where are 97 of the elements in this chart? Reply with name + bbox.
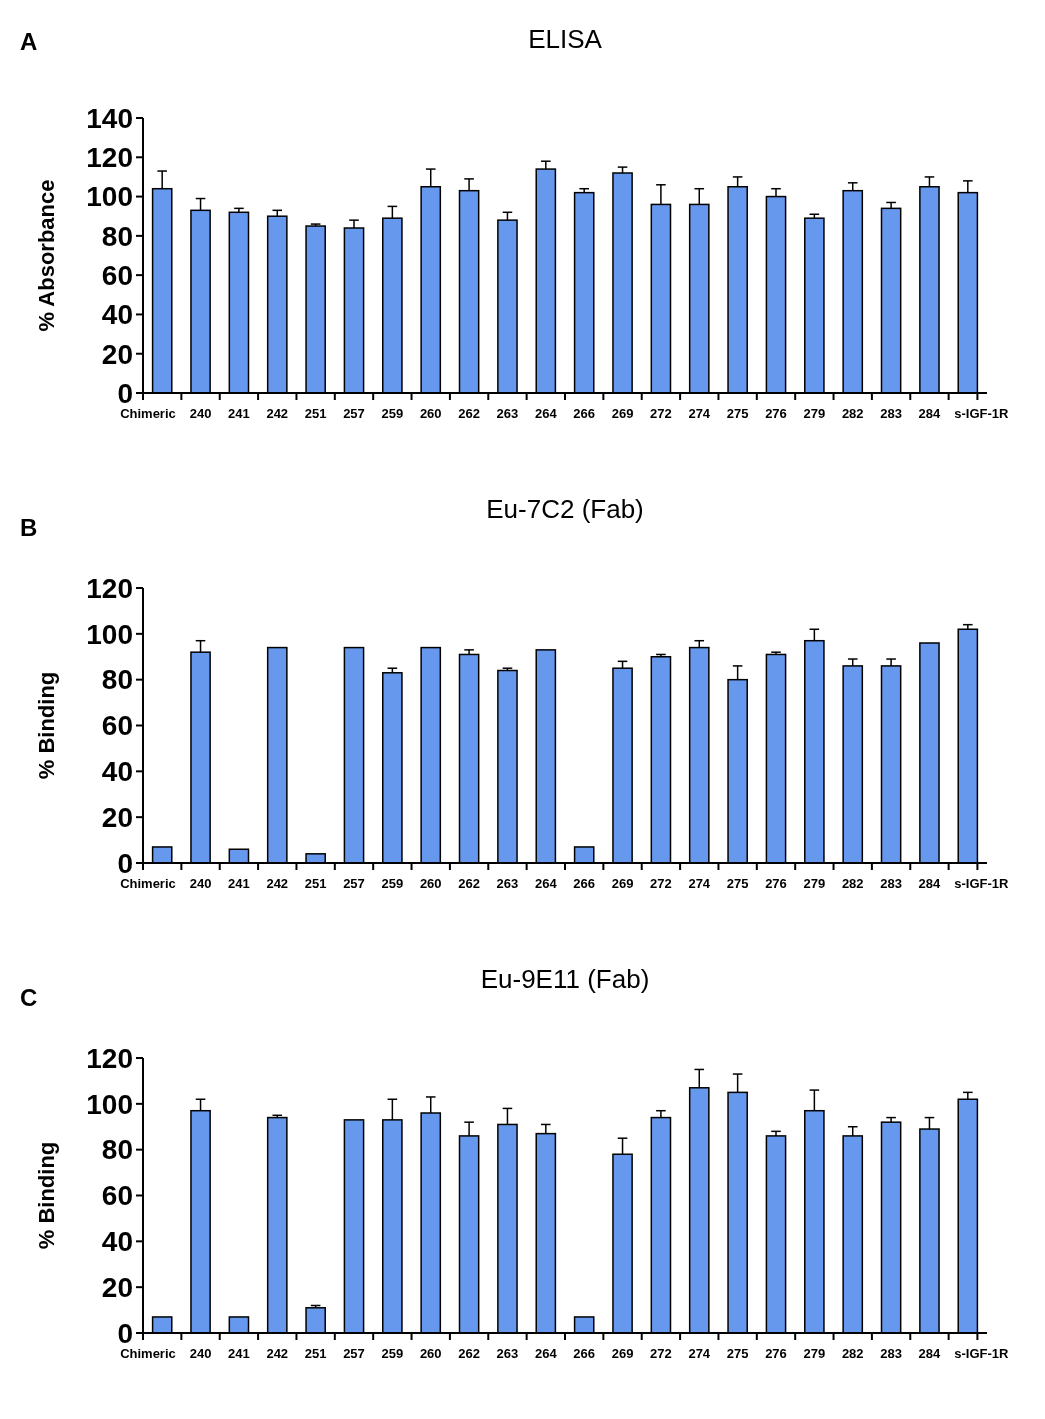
x-tick-label: 260 xyxy=(419,1346,442,1361)
x-tick-label: 262 xyxy=(458,406,480,421)
chart-title: Eu-7C2 (Fab) xyxy=(486,494,644,524)
y-tick-label: 100 xyxy=(86,618,133,650)
x-tick-label: 284 xyxy=(918,876,942,891)
x-tick-label: 242 xyxy=(266,406,289,421)
y-tick-label: 20 xyxy=(101,338,133,370)
x-tick-label: 251 xyxy=(304,1346,327,1361)
x-tick-label: 263 xyxy=(496,406,519,421)
x-tick-label: 282 xyxy=(841,406,864,421)
x-tick-label: Chimeric xyxy=(120,406,176,421)
x-tick-label: 272 xyxy=(650,406,672,421)
y-tick-label: 120 xyxy=(86,572,133,604)
y-tick-label: 20 xyxy=(101,801,133,833)
x-tick-label: s-IGF-1R xyxy=(954,406,1010,421)
x-tick-label: 269 xyxy=(611,1346,634,1361)
x-tick-label: 241 xyxy=(228,1346,250,1361)
y-tick-label: 80 xyxy=(101,1134,133,1166)
x-tick-label: 283 xyxy=(880,406,902,421)
x-tick-label: 276 xyxy=(765,876,787,891)
x-tick-label: 240 xyxy=(189,876,212,891)
x-tick-label: 257 xyxy=(343,406,365,421)
y-tick-label: 40 xyxy=(101,1226,133,1258)
x-tick-label: 242 xyxy=(266,876,289,891)
y-tick-label: 80 xyxy=(101,664,133,696)
y-tick-label: 100 xyxy=(86,1088,133,1120)
y-tick-label: 40 xyxy=(101,299,133,331)
x-tick-label: 264 xyxy=(534,876,558,891)
y-tick-label: 0 xyxy=(117,847,133,879)
y-tick-label: 20 xyxy=(101,1271,133,1303)
x-tick-label: 251 xyxy=(304,406,327,421)
x-tick-label: s-IGF-1R xyxy=(954,1346,1010,1361)
x-tick-label: 282 xyxy=(841,1346,864,1361)
x-tick-label: 263 xyxy=(496,876,519,891)
x-tick-label: 259 xyxy=(381,876,404,891)
x-tick-label: 257 xyxy=(343,876,365,891)
y-tick-label: 0 xyxy=(117,377,133,409)
y-tick-label: 140 xyxy=(86,102,133,134)
x-tick-label: Chimeric xyxy=(120,876,176,891)
x-tick-label: 242 xyxy=(266,1346,289,1361)
x-tick-label: 259 xyxy=(381,406,404,421)
x-tick-label: 260 xyxy=(419,406,442,421)
y-tick-label: 120 xyxy=(86,1042,133,1074)
y-axis-title: % Absorbance xyxy=(34,179,59,332)
y-axis-title: % Binding xyxy=(34,671,59,780)
y-tick-label: 60 xyxy=(101,710,133,742)
x-tick-label: 274 xyxy=(688,406,711,421)
x-tick-label: 260 xyxy=(419,876,442,891)
x-tick-label: 240 xyxy=(189,406,212,421)
x-tick-label: 241 xyxy=(228,876,250,891)
x-tick-label: 275 xyxy=(726,1346,749,1361)
y-axis-title: % Binding xyxy=(34,1141,59,1250)
x-tick-label: 259 xyxy=(381,1346,404,1361)
x-tick-label: 272 xyxy=(650,1346,672,1361)
x-tick-label: 262 xyxy=(458,1346,480,1361)
y-tick-label: 120 xyxy=(86,142,133,174)
y-tick-label: 40 xyxy=(101,756,133,788)
x-tick-label: 282 xyxy=(841,876,864,891)
x-tick-label: 266 xyxy=(573,876,596,891)
x-tick-label: 269 xyxy=(611,876,634,891)
x-tick-label: 279 xyxy=(803,876,826,891)
x-tick-label: 263 xyxy=(496,1346,519,1361)
text: C xyxy=(20,984,38,1011)
x-tick-label: 284 xyxy=(918,1346,942,1361)
x-tick-label: 264 xyxy=(534,1346,558,1361)
x-tick-label: 266 xyxy=(573,1346,596,1361)
text: A xyxy=(20,28,38,55)
text: B xyxy=(20,514,38,541)
x-tick-label: 269 xyxy=(611,406,634,421)
x-tick-label: 257 xyxy=(343,1346,365,1361)
x-tick-label: 275 xyxy=(726,876,749,891)
x-tick-label: s-IGF-1R xyxy=(954,876,1010,891)
y-tick-label: 100 xyxy=(86,181,133,213)
x-tick-label: 283 xyxy=(880,1346,902,1361)
x-tick-label: 274 xyxy=(688,876,711,891)
x-tick-label: 251 xyxy=(304,876,327,891)
x-tick-label: 272 xyxy=(650,876,672,891)
chart-title: ELISA xyxy=(528,24,603,54)
x-tick-label: 284 xyxy=(918,406,942,421)
y-tick-label: 60 xyxy=(101,259,133,291)
x-tick-label: 283 xyxy=(880,876,902,891)
x-tick-label: 240 xyxy=(189,1346,212,1361)
x-tick-label: 276 xyxy=(765,406,787,421)
x-tick-label: 279 xyxy=(803,1346,826,1361)
y-tick-label: 80 xyxy=(101,220,133,252)
x-tick-label: 279 xyxy=(803,406,826,421)
x-tick-label: 264 xyxy=(534,406,558,421)
x-tick-label: 276 xyxy=(765,1346,787,1361)
x-tick-label: 241 xyxy=(228,406,250,421)
x-tick-label: 266 xyxy=(573,406,596,421)
x-tick-label: 262 xyxy=(458,876,480,891)
x-tick-label: 274 xyxy=(688,1346,711,1361)
y-tick-label: 60 xyxy=(101,1180,133,1212)
chart-title: Eu-9E11 (Fab) xyxy=(480,964,650,994)
y-tick-label: 0 xyxy=(117,1317,133,1349)
x-tick-label: 275 xyxy=(726,406,749,421)
x-tick-label: Chimeric xyxy=(120,1346,176,1361)
